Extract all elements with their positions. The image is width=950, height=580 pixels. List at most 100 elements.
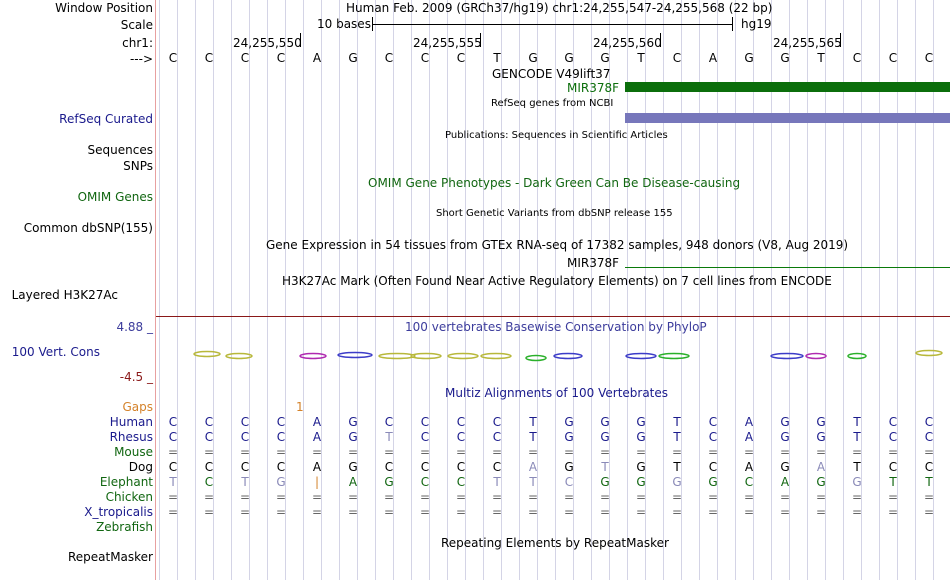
reference-base: G: [348, 51, 358, 65]
gridline: [339, 0, 340, 580]
alignment-base: =: [383, 490, 395, 504]
species-label-elephant[interactable]: Elephant: [99, 475, 153, 489]
alignment-base: G: [348, 415, 358, 429]
refseq-feature[interactable]: [625, 113, 950, 123]
alignment-base: C: [456, 430, 466, 444]
sequences-label[interactable]: Sequences: [87, 143, 153, 157]
alignment-base: =: [923, 505, 935, 519]
alignment-base: =: [527, 490, 539, 504]
snps-label[interactable]: SNPs: [123, 159, 153, 173]
alignment-base: C: [924, 430, 934, 444]
species-label-x_tropicalis[interactable]: X_tropicalis: [84, 505, 153, 519]
alignment-base: C: [420, 430, 430, 444]
species-label-rhesus[interactable]: Rhesus: [109, 430, 153, 444]
repeatmasker-label[interactable]: RepeatMasker: [67, 550, 153, 564]
phylop-glyph: [480, 352, 512, 360]
alignment-base: =: [275, 490, 287, 504]
alignment-base: =: [743, 490, 755, 504]
phylop-glyph: [299, 352, 327, 360]
species-label-mouse[interactable]: Mouse: [114, 445, 153, 459]
alignment-base: =: [419, 490, 431, 504]
alignment-base: C: [204, 460, 214, 474]
gridline: [159, 0, 160, 580]
phylop-glyph: [553, 352, 583, 360]
alignment-base: =: [275, 505, 287, 519]
alignment-base: G: [816, 415, 826, 429]
alignment-base: =: [203, 445, 215, 459]
alignment-base: C: [240, 430, 250, 444]
alignment-base: G: [852, 475, 862, 489]
alignment-base: =: [815, 505, 827, 519]
alignment-base: C: [384, 415, 394, 429]
species-label-zebrafish[interactable]: Zebrafish: [96, 520, 153, 534]
alignment-base: =: [671, 505, 683, 519]
cons-track-label[interactable]: 100 Vert. Cons: [11, 345, 100, 359]
alignment-base: =: [419, 445, 431, 459]
alignment-base: T: [889, 475, 897, 489]
reference-base: C: [168, 51, 178, 65]
alignment-base: G: [564, 430, 574, 444]
reference-base: G: [564, 51, 574, 65]
reference-base: C: [204, 51, 214, 65]
alignment-base: =: [311, 445, 323, 459]
gtex-mir378f-feature[interactable]: [625, 267, 950, 268]
phylop-glyph: [378, 352, 416, 360]
alignment-base: G: [780, 430, 790, 444]
alignment-base: =: [851, 445, 863, 459]
gtex-mir378f-label[interactable]: MIR378F: [567, 256, 620, 270]
alignment-base: G: [816, 475, 826, 489]
alignment-base: G: [600, 415, 610, 429]
phylop-glyph: [915, 349, 943, 357]
alignment-base: =: [383, 505, 395, 519]
alignment-base: T: [853, 415, 861, 429]
alignment-base: =: [887, 445, 899, 459]
alignment-base: =: [743, 505, 755, 519]
reference-base: C: [384, 51, 394, 65]
coord-tick: [660, 33, 661, 47]
cons-max-label: 4.88 _: [116, 320, 153, 334]
alignment-base: =: [491, 445, 503, 459]
alignment-base: C: [240, 415, 250, 429]
mir378f-gencode-feature[interactable]: [625, 82, 950, 92]
species-label-human[interactable]: Human: [109, 415, 153, 429]
alignment-base: =: [455, 490, 467, 504]
alignment-base: G: [672, 475, 682, 489]
species-label-dog[interactable]: Dog: [128, 460, 153, 474]
publications-track-title: Publications: Sequences in Scientific Ar…: [445, 130, 668, 141]
species-label-chicken[interactable]: Chicken: [105, 490, 153, 504]
alignment-base: A: [348, 475, 358, 489]
alignment-base: C: [888, 460, 898, 474]
alignment-base: C: [204, 475, 214, 489]
alignment-base: =: [311, 490, 323, 504]
coord-label: 24,255,560: [593, 36, 662, 50]
omim-genes-label[interactable]: OMIM Genes: [77, 190, 153, 204]
alignment-base: =: [779, 490, 791, 504]
alignment-base: T: [601, 460, 609, 474]
alignment-base: =: [599, 490, 611, 504]
common-dbsnp-label[interactable]: Common dbSNP(155): [23, 221, 153, 235]
coord-label: 24,255,550: [233, 36, 302, 50]
mir378f-gene-label[interactable]: MIR378F: [567, 81, 620, 95]
phylop-conservation-plot: [193, 349, 943, 362]
alignment-base: T: [529, 430, 537, 444]
alignment-base: C: [276, 460, 286, 474]
alignment-base: =: [671, 445, 683, 459]
alignment-base: G: [636, 460, 646, 474]
reference-base: C: [852, 51, 862, 65]
alignment-base: T: [169, 475, 177, 489]
alignment-base: =: [707, 505, 719, 519]
layered-h3k27ac-label[interactable]: Layered H3K27Ac: [11, 288, 118, 302]
alignment-base: G: [348, 430, 358, 444]
alignment-base: =: [527, 505, 539, 519]
alignment-base: T: [673, 415, 681, 429]
refseq-curated-label[interactable]: RefSeq Curated: [59, 112, 153, 126]
alignment-base: =: [167, 505, 179, 519]
alignment-base: C: [708, 460, 718, 474]
reference-base: G: [780, 51, 790, 65]
gaps-label[interactable]: Gaps: [122, 400, 153, 414]
alignment-base: =: [815, 445, 827, 459]
gridline: [555, 0, 556, 580]
alignment-base: C: [456, 415, 466, 429]
alignment-base: =: [635, 445, 647, 459]
alignment-base: C: [708, 430, 718, 444]
